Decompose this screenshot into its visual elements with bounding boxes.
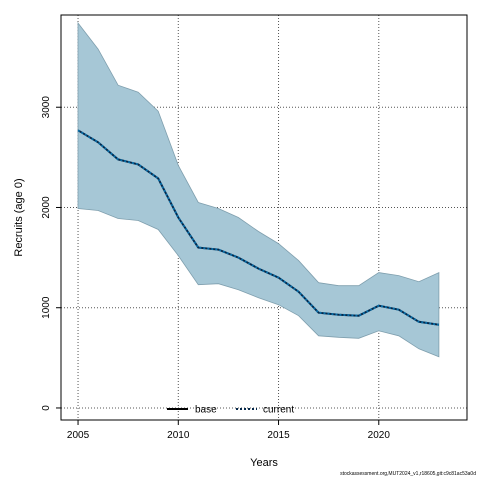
y-tick-label: 1000 [41,296,52,319]
legend-label-base: base [195,405,217,416]
y-tick-label: 3000 [41,96,52,119]
x-tick-label: 2020 [368,430,391,441]
x-tick-label: 2010 [167,430,190,441]
y-tick-label: 0 [41,405,52,411]
series-line-current [77,129,440,326]
y-axis: 0 1000 2000 3000 [41,96,61,411]
footnote: stockassessment.org,MUT2024_v1,r18605,gi… [340,471,476,477]
plot-frame [60,14,468,421]
x-tick-label: 2015 [267,430,290,441]
x-tick-label: 2005 [67,430,90,441]
x-axis: 2005 2010 2015 2020 [67,420,390,441]
y-axis-label: Recruits (age 0) [13,178,25,256]
x-axis-label: Years [250,457,278,469]
legend: base current [167,405,294,416]
legend-label-current: current [263,405,294,416]
y-tick-label: 2000 [41,196,52,219]
confidence-band [77,21,440,358]
